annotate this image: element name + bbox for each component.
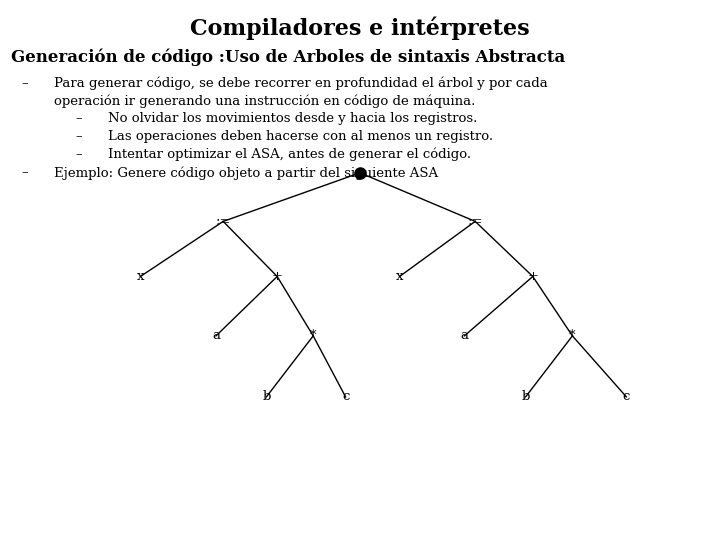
Text: –: – xyxy=(76,112,82,125)
Text: –: – xyxy=(22,166,28,179)
Text: a: a xyxy=(460,329,469,342)
Text: x: x xyxy=(396,270,403,283)
Text: x: x xyxy=(137,270,144,283)
Text: +: + xyxy=(527,270,539,283)
Text: Para generar código, se debe recorrer en profundidad el árbol y por cada: Para generar código, se debe recorrer en… xyxy=(54,77,548,90)
Text: –: – xyxy=(22,77,28,90)
Text: +: + xyxy=(271,270,283,283)
Text: *: * xyxy=(310,329,317,342)
Text: b: b xyxy=(521,390,530,403)
Text: Compiladores e intérpretes: Compiladores e intérpretes xyxy=(190,16,530,40)
Text: :=: := xyxy=(215,215,231,228)
Text: Ejemplo: Genere código objeto a partir del siguiente ASA: Ejemplo: Genere código objeto a partir d… xyxy=(54,166,438,180)
Text: –: – xyxy=(76,148,82,161)
Text: a: a xyxy=(212,329,220,342)
Text: c: c xyxy=(342,390,349,403)
Text: Generación de código :Uso de Arboles de sintaxis Abstracta: Generación de código :Uso de Arboles de … xyxy=(11,49,565,66)
Text: :=: := xyxy=(467,215,483,228)
Text: c: c xyxy=(623,390,630,403)
Text: operación ir generando una instrucción en código de máquina.: operación ir generando una instrucción e… xyxy=(54,94,475,108)
Text: b: b xyxy=(262,390,271,403)
Text: No olvidar los movimientos desde y hacia los registros.: No olvidar los movimientos desde y hacia… xyxy=(108,112,477,125)
Text: *: * xyxy=(569,329,576,342)
Text: Las operaciones deben hacerse con al menos un registro.: Las operaciones deben hacerse con al men… xyxy=(108,130,493,143)
Text: Intentar optimizar el ASA, antes de generar el código.: Intentar optimizar el ASA, antes de gene… xyxy=(108,148,471,161)
Text: –: – xyxy=(76,130,82,143)
